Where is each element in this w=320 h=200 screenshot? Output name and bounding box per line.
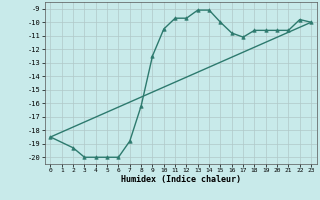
X-axis label: Humidex (Indice chaleur): Humidex (Indice chaleur) [121,175,241,184]
